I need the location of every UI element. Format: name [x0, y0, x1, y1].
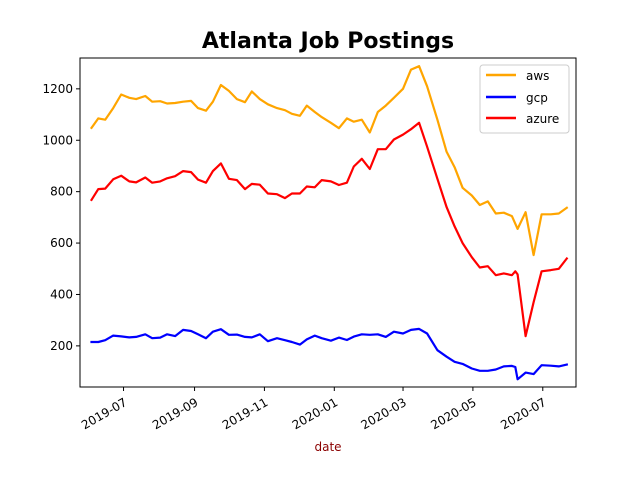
y-tick-label: 1200 [42, 82, 73, 96]
series-layer [89, 65, 569, 381]
x-axis-label: date [314, 440, 341, 454]
legend-label-azure: azure [526, 112, 559, 126]
legend-label-aws: aws [526, 69, 549, 83]
y-tick-label: 200 [50, 339, 73, 353]
series-line-gcp [90, 327, 569, 381]
series-line-aws [89, 65, 569, 257]
legend-label-gcp: gcp [526, 91, 548, 105]
plot-frame [79, 57, 577, 388]
series-line-azure [89, 121, 569, 338]
legend-box [479, 64, 570, 134]
y-tick-label: 400 [50, 287, 73, 301]
legend: aws gcp azure [479, 64, 570, 134]
y-axis: 200 400 600 800 1000 1200 [42, 82, 80, 353]
y-tick-label: 1000 [42, 133, 73, 147]
y-tick-label: 800 [50, 185, 73, 199]
y-tick-label: 600 [50, 236, 73, 250]
chart-title: Atlanta Job Postings [202, 29, 454, 54]
